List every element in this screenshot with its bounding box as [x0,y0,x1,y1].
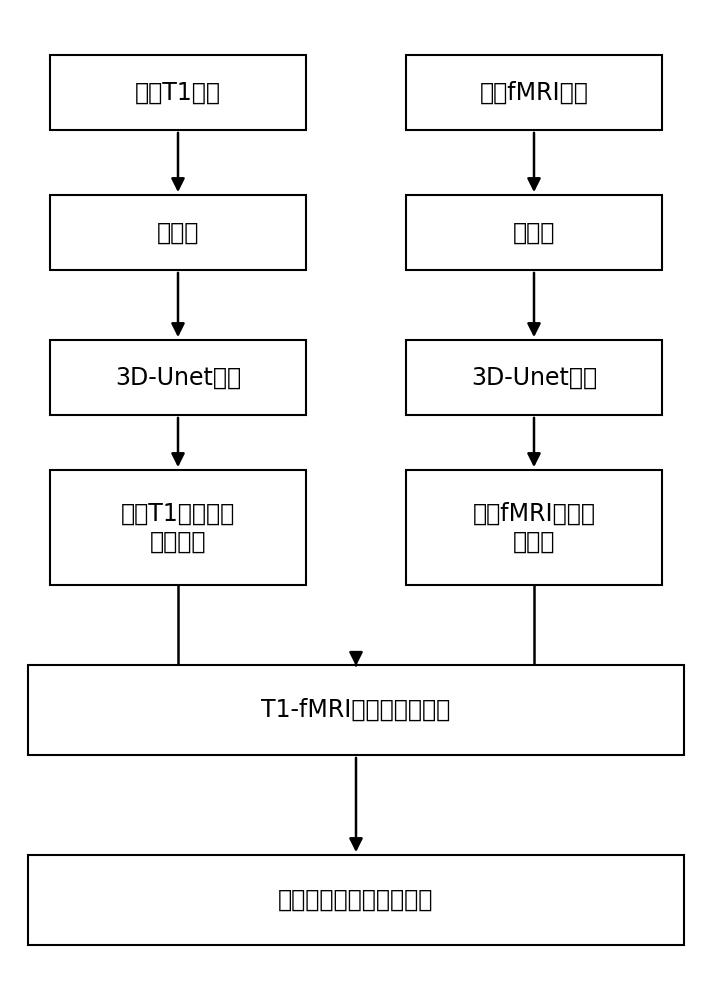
Text: 3D-Unet分割: 3D-Unet分割 [471,366,597,390]
FancyBboxPatch shape [406,195,662,270]
Text: 肿瘤及肿瘤亚区分割结果: 肿瘤及肿瘤亚区分割结果 [278,888,434,912]
FancyBboxPatch shape [406,55,662,130]
Text: 预处理: 预处理 [157,221,199,244]
Text: 读取T1图像: 读取T1图像 [135,81,221,104]
FancyBboxPatch shape [28,665,684,755]
FancyBboxPatch shape [50,195,306,270]
Text: T1-fMRI协同分割图模型: T1-fMRI协同分割图模型 [261,698,451,722]
Text: 预处理: 预处理 [513,221,555,244]
FancyBboxPatch shape [406,470,662,585]
FancyBboxPatch shape [50,470,306,585]
FancyBboxPatch shape [50,340,306,415]
FancyBboxPatch shape [50,55,306,130]
Text: 得到fMRI图像类
别损失: 得到fMRI图像类 别损失 [473,502,595,553]
FancyBboxPatch shape [28,855,684,945]
Text: 3D-Unet分割: 3D-Unet分割 [115,366,241,390]
FancyBboxPatch shape [406,340,662,415]
Text: 得到T1加权图像
类别损失: 得到T1加权图像 类别损失 [121,502,235,553]
Text: 读取fMRI图像: 读取fMRI图像 [480,81,588,104]
